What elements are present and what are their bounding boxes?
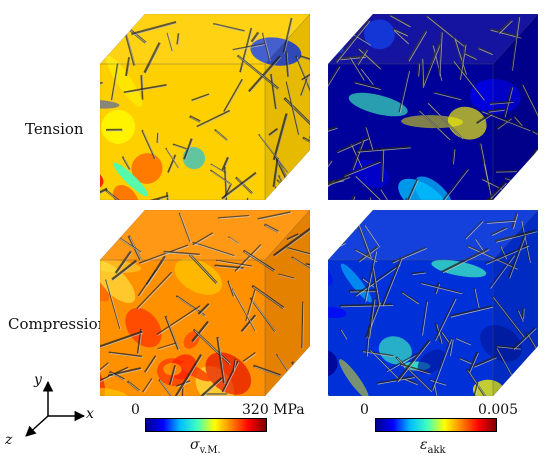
colorbar-strain-max: 0.005 <box>478 402 519 418</box>
row-label-tension: Tension <box>25 120 84 138</box>
colorbar-stress-max: 320 MPa <box>242 402 305 418</box>
cube-tension-stress <box>100 14 310 200</box>
row-label-compression: Compression <box>8 315 108 333</box>
x-axis-label: x <box>86 406 94 422</box>
quantity-strain: εakk <box>420 437 446 456</box>
cube-compression-strain <box>328 210 538 396</box>
colorbar-strain <box>375 418 497 432</box>
y-axis-label: y <box>34 372 42 388</box>
quantity-stress: σv.M. <box>190 437 221 456</box>
colorbar-stress <box>145 418 267 432</box>
cube-tension-strain <box>328 14 538 200</box>
axes-triad <box>25 380 86 437</box>
colorbar-stress-min: 0 <box>131 402 140 418</box>
cube-compression-stress <box>100 210 310 396</box>
z-axis-label: z <box>5 432 13 448</box>
colorbar-strain-min: 0 <box>360 402 369 418</box>
z-axis-arrow <box>25 415 49 437</box>
